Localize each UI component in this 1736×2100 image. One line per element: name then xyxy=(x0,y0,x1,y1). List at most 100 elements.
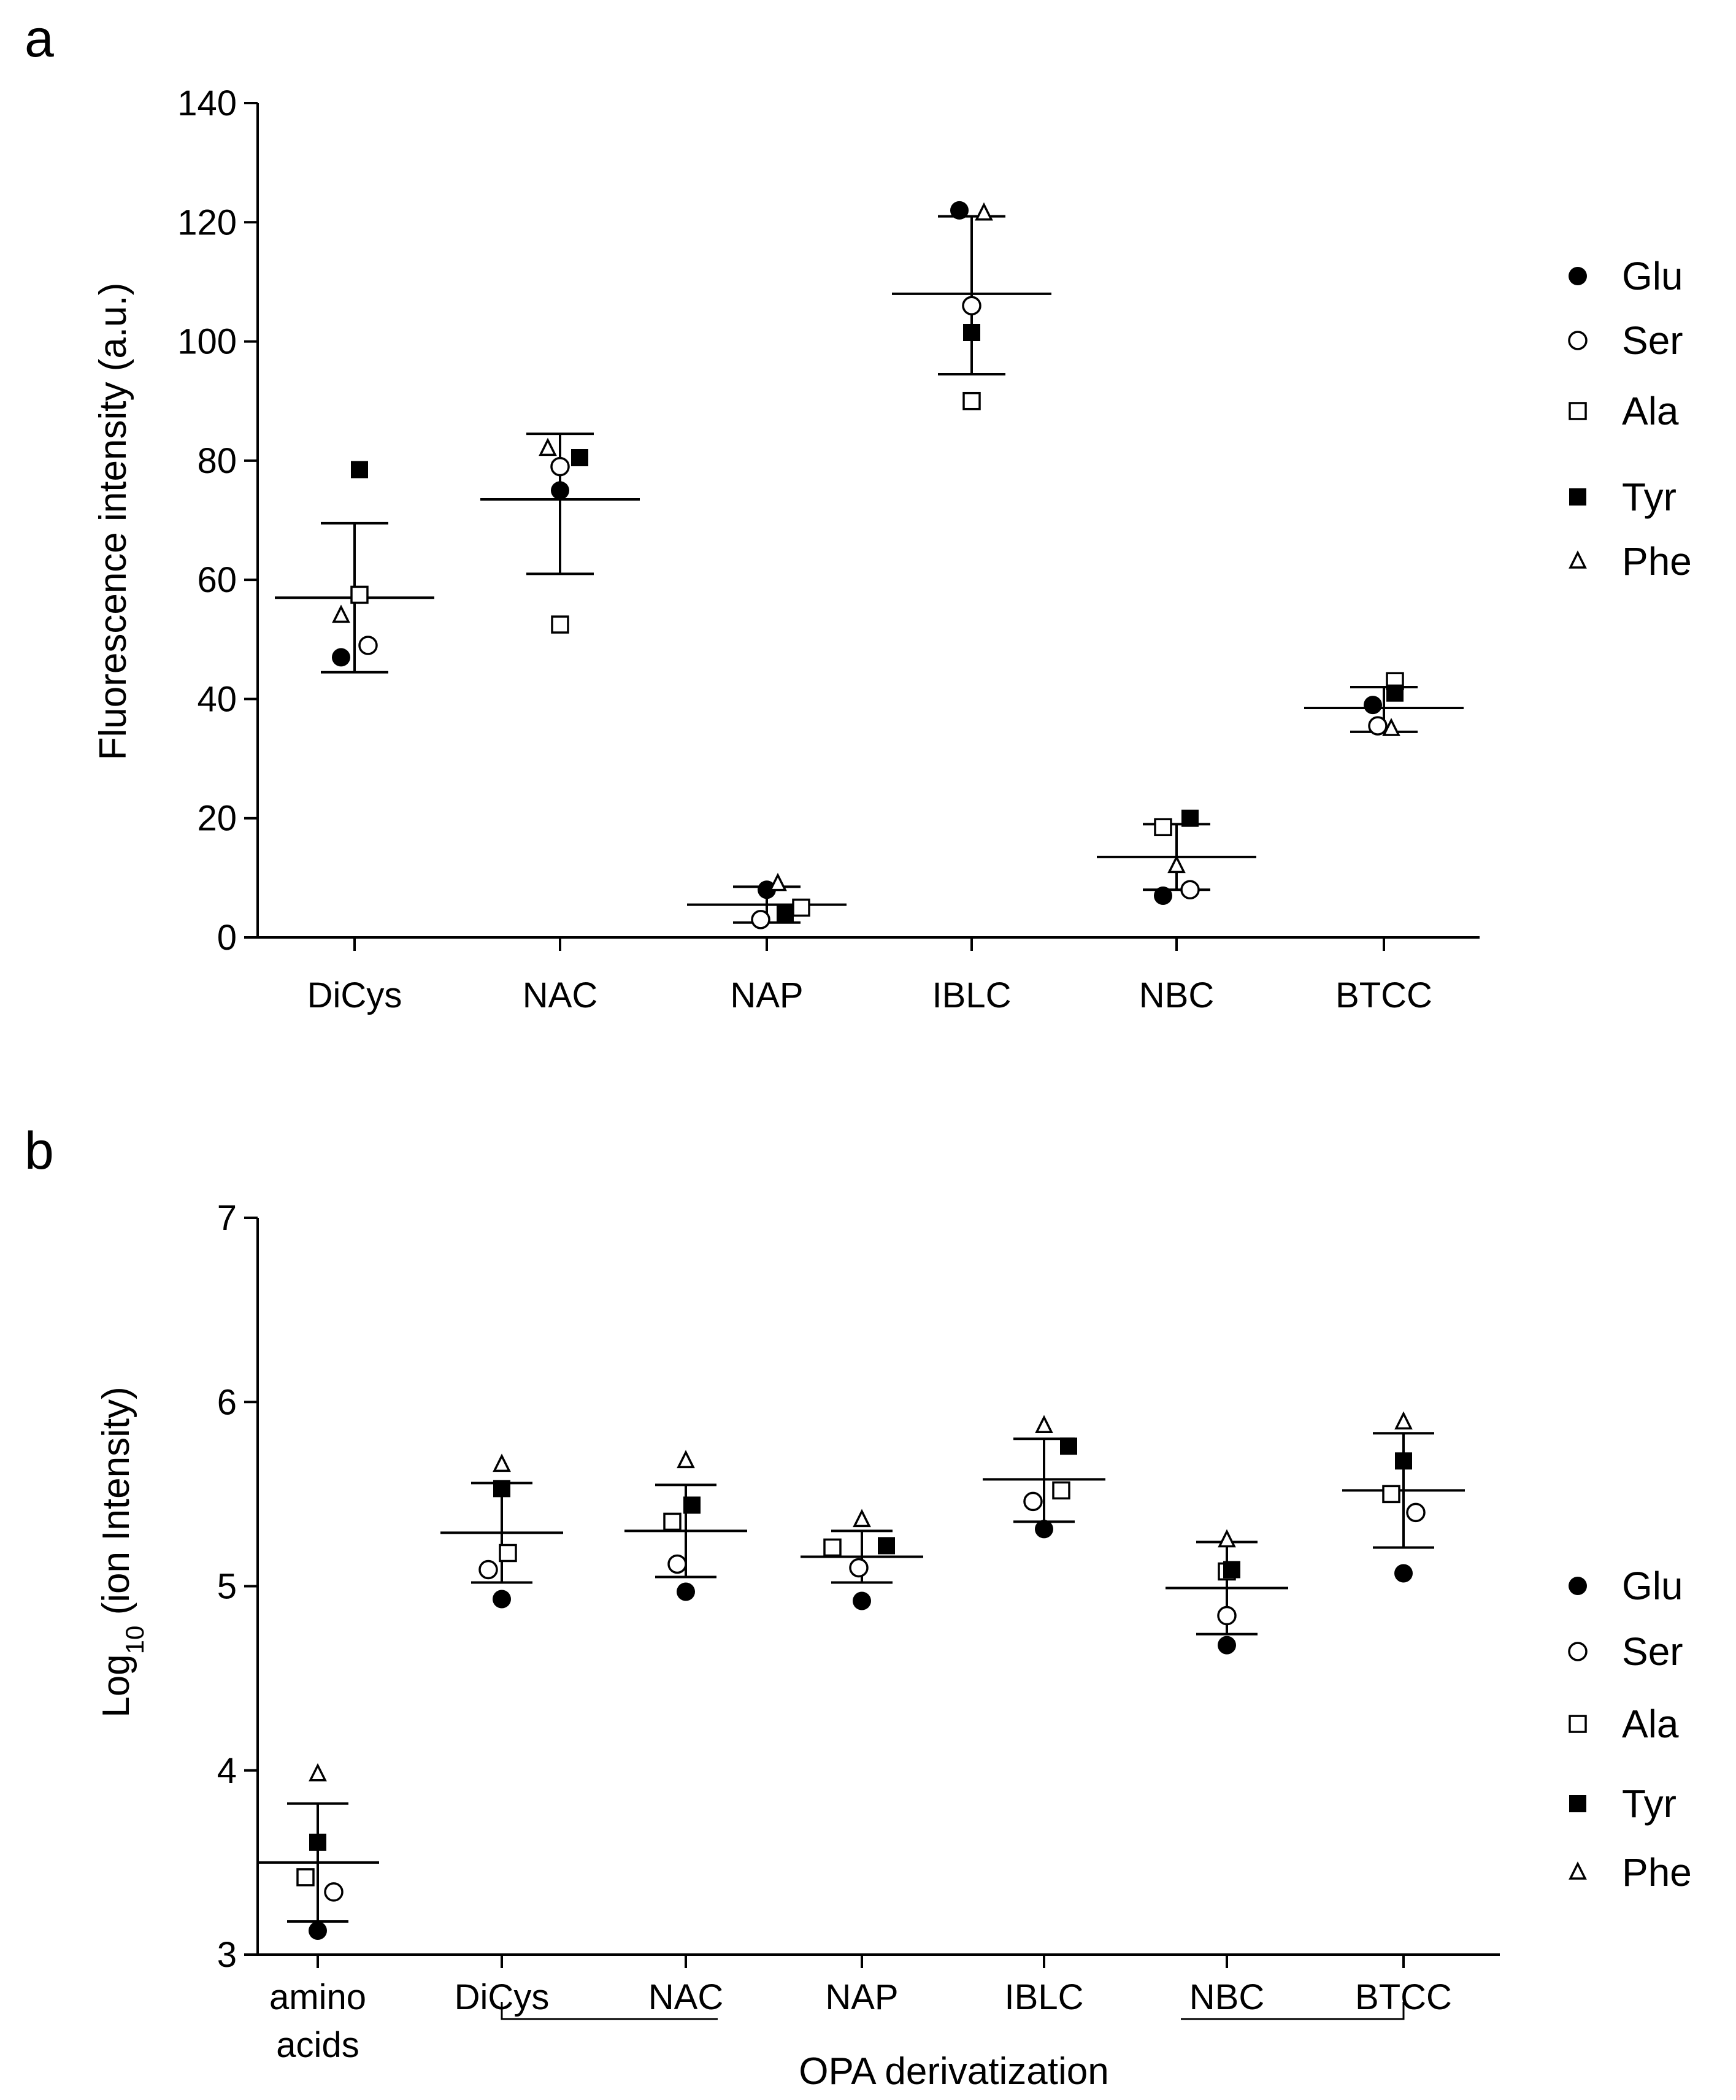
legend-marker-glu xyxy=(1569,267,1587,285)
point-ser-nap xyxy=(849,1558,869,1578)
panel-b-y-title-log: Log xyxy=(95,1654,137,1717)
y-tick-label-40: 40 xyxy=(197,679,237,719)
point-phe-iblc xyxy=(975,202,993,221)
panel-b-mean-sd-bars xyxy=(256,1432,1465,1923)
point-tyr-iblc xyxy=(963,324,980,341)
y-tick-label-60: 60 xyxy=(197,560,237,600)
point-phe-amino-acids xyxy=(309,1763,327,1782)
panel-a: a Fluorescence intensity (a.u.) 0 20 40 60 8… xyxy=(25,9,1692,1015)
x-tick-label-nap: NAP xyxy=(730,975,803,1015)
point-glu-nap xyxy=(758,880,776,899)
point-glu-nac xyxy=(551,481,569,500)
point-ser-nbc xyxy=(1217,1606,1237,1626)
panel-a-points xyxy=(332,201,1404,929)
point-phe-iblc xyxy=(1035,1415,1053,1434)
legend-marker-ala xyxy=(1569,1715,1587,1733)
panel-b-letter: b xyxy=(25,1121,54,1180)
legend-marker-glu xyxy=(1569,1577,1587,1595)
point-tyr-btcc xyxy=(1386,684,1404,702)
y-tick-label-7: 7 xyxy=(217,1198,237,1238)
point-glu-nbc xyxy=(1218,1636,1236,1655)
panel-b-y-ticks: 3 4 5 6 7 xyxy=(217,1198,258,1975)
legend-marker-tyr xyxy=(1569,1795,1586,1812)
point-ser-nbc xyxy=(1180,880,1200,900)
point-glu-btcc xyxy=(1394,1564,1413,1583)
legend-label-phe: Phe xyxy=(1622,1850,1692,1894)
point-ser-nap xyxy=(751,910,770,929)
point-ala-nap xyxy=(823,1538,842,1557)
panel-a-x-ticks: DiCys NAC NAP IBLC NBC BTCC xyxy=(307,937,1432,1015)
y-tick-label-4: 4 xyxy=(217,1751,237,1791)
point-glu-nap xyxy=(853,1591,871,1610)
y-tick-label-3: 3 xyxy=(217,1935,237,1975)
point-tyr-amino-acids xyxy=(309,1833,326,1851)
x-tick-label-nbc: NBC xyxy=(1189,1977,1264,2017)
panel-b-y-axis-title: Log10 (ion Intensity) xyxy=(95,1387,149,1718)
x-tick-label-dicys: DiCys xyxy=(307,975,402,1015)
x-tick-label-nac: NAC xyxy=(523,975,597,1015)
point-phe-nbc xyxy=(1167,855,1186,874)
point-phe-nbc xyxy=(1218,1529,1236,1548)
legend-label-tyr: Tyr xyxy=(1622,475,1676,519)
legend-label-phe: Phe xyxy=(1622,539,1692,583)
legend-label-tyr: Tyr xyxy=(1622,1782,1676,1826)
y-tick-label-5: 5 xyxy=(217,1567,237,1607)
x-tick-label-iblc: IBLC xyxy=(932,975,1012,1015)
point-glu-amino-acids xyxy=(309,1921,327,1940)
panel-a-legend: Glu Ser Ala Tyr Phe xyxy=(1568,254,1692,583)
legend-marker-ala xyxy=(1569,402,1587,420)
y-tick-label-100: 100 xyxy=(177,322,237,362)
bracket-right-line xyxy=(1181,2002,1405,2020)
panel-b-y-title-sub: 10 xyxy=(120,1626,149,1655)
point-ala-amino-acids xyxy=(296,1868,315,1887)
point-phe-nac xyxy=(539,437,557,456)
point-ala-dicys xyxy=(499,1544,517,1563)
x-tick-label-iblc: IBLC xyxy=(1005,1977,1084,2017)
panel-a-y-axis-title: Fluorescence intensity (a.u.) xyxy=(92,283,134,761)
panel-b: b Log10 (ion Intensity) 3 4 5 6 7 amino acids… xyxy=(25,1121,1692,2093)
panel-b-legend: Glu Ser Ala Tyr Phe xyxy=(1568,1564,1692,1894)
legend-marker-phe xyxy=(1569,550,1587,569)
point-phe-nac xyxy=(677,1450,695,1469)
legend-marker-ser xyxy=(1568,331,1588,350)
point-ser-nac xyxy=(550,456,570,477)
y-tick-label-20: 20 xyxy=(197,799,237,839)
x-tick-label-nac: NAC xyxy=(648,1977,723,2017)
point-tyr-nbc xyxy=(1181,809,1199,827)
point-ser-btcc xyxy=(1406,1502,1426,1523)
point-ser-btcc xyxy=(1368,716,1388,736)
point-phe-btcc xyxy=(1382,718,1400,736)
x-tick-label-nap: NAP xyxy=(825,1977,898,2017)
point-ser-iblc xyxy=(962,296,981,316)
panel-b-y-title-rest: (ion Intensity) xyxy=(95,1387,137,1625)
x-tick-label-amino-acids-line-2: acids xyxy=(276,2025,359,2065)
point-phe-btcc xyxy=(1394,1411,1413,1430)
point-ala-nac xyxy=(551,615,569,634)
panel-b-points xyxy=(296,1411,1426,1940)
point-ser-nac xyxy=(667,1554,687,1574)
point-ser-iblc xyxy=(1023,1491,1043,1512)
point-glu-dicys xyxy=(493,1590,511,1609)
point-ser-dicys xyxy=(478,1560,498,1580)
x-tick-label-amino-acids-line-1: amino xyxy=(269,1977,366,2017)
point-phe-dicys xyxy=(332,604,350,623)
panel-a-letter: a xyxy=(25,9,54,68)
point-glu-dicys xyxy=(332,648,350,667)
point-tyr-dicys xyxy=(493,1480,510,1498)
legend-label-ser: Ser xyxy=(1622,1629,1683,1674)
bracket-left-line xyxy=(501,2002,718,2020)
point-ala-nbc xyxy=(1154,818,1172,837)
y-tick-label-6: 6 xyxy=(217,1382,237,1422)
point-ala-nac xyxy=(663,1512,682,1531)
point-tyr-dicys xyxy=(351,461,368,479)
x-tick-label-nbc: NBC xyxy=(1139,975,1214,1015)
point-ala-dicys xyxy=(350,585,369,604)
point-ala-btcc xyxy=(1382,1485,1400,1504)
legend-marker-tyr xyxy=(1569,488,1586,506)
legend-marker-ser xyxy=(1568,1642,1588,1661)
point-ser-dicys xyxy=(358,636,378,655)
legend-label-ala: Ala xyxy=(1622,389,1679,433)
point-phe-nap xyxy=(853,1509,871,1528)
